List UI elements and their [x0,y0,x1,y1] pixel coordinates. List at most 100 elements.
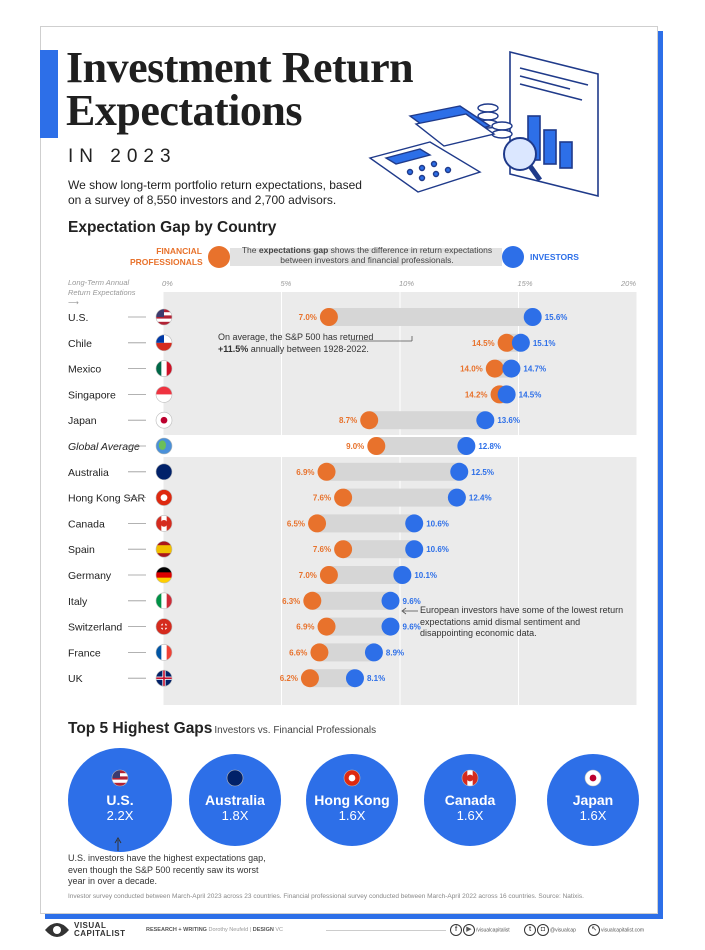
professionals-dot [497,333,516,352]
social-facebook-youtube[interactable]: f ▶/visualcapitalist [450,924,510,938]
magnifier-icon [503,137,543,182]
legend-gap-bar [230,248,502,266]
chart-row: U.S. 7.0% 15.6% [68,308,567,326]
x-tick-label: 15% [517,279,533,288]
gap-bar [343,488,457,507]
mx-flag-icon [155,360,173,377]
investors-dot [393,566,412,584]
professionals-value-label: 7.6% [313,494,331,503]
instagram-icon[interactable]: ◘ [537,924,549,936]
investors-value-label: 14.5% [519,390,542,399]
country-label: France [68,647,101,659]
top5-gap-value: 1.8X [221,808,249,823]
page-subtitle: IN 2023 [68,146,177,167]
investors-value-label: 14.7% [523,365,546,374]
investors-value-label: 9.6% [403,623,421,632]
top5-circle: Hong Kong 1.6X [306,754,398,846]
investors-dot [447,488,466,507]
europe-annotation: European investors have some of the lowe… [420,605,624,638]
twitter-icon[interactable]: t [524,924,536,936]
investors-value-label: 9.6% [403,597,421,606]
chart-row: Mexico 14.0% 14.7% [68,359,546,378]
professionals-dot [319,566,338,584]
professionals-dot [360,411,379,430]
investors-value-label: 8.1% [367,674,385,683]
gap-bar [326,462,460,481]
investors-value-label: 12.5% [471,468,494,477]
chart-row: Germany 7.0% 10.1% [68,566,437,584]
investors-value-label: 10.1% [414,571,437,580]
gap-bar [328,308,533,326]
flag [584,769,602,787]
x-tick-label: 5% [280,279,292,288]
professionals-value-label: 6.9% [296,623,314,632]
chart-row: Australia 6.9% 12.5% [68,462,494,481]
investors-value-label: 15.6% [545,313,568,322]
investors-dot [364,643,383,662]
jp-flag-icon [584,769,602,787]
gb-flag-icon [155,669,173,687]
investors-value-label: 15.1% [533,339,556,348]
professionals-value-label: 14.2% [465,390,488,399]
highlight-row-band [60,435,637,457]
legend-explanation: The expectations gap shows the differenc… [241,245,493,265]
page-title: Investment Return Expectations [66,43,414,135]
flag [461,769,479,787]
professionals-dot [485,359,504,378]
country-label: Japan [68,415,97,427]
chart-row: Spain 7.6% 10.6% [68,540,449,559]
cursor-icon[interactable]: ↖ [588,924,600,936]
chart-legend: FINANCIAL PROFESSIONALS The expectations… [130,243,600,273]
professionals-value-label: 6.5% [287,519,305,528]
social-website[interactable]: ↖ visualcapitalist.com [588,924,644,938]
investors-dot [511,333,530,352]
chart-row: UK 6.2% 8.1% [68,669,385,688]
flag [111,769,129,787]
investors-value-label: 12.8% [478,442,501,451]
professionals-value-label: 6.6% [289,648,307,657]
x-tick-label: 0% [162,279,173,288]
fr-flag-icon [155,644,173,661]
top5-country-name: Canada [444,792,496,808]
de-flag-icon [155,566,173,584]
it-flag-icon [155,592,173,610]
us-gap-note: U.S. investors have the highest expectat… [68,853,266,886]
chart-row: Japan 8.7% 13.6% [68,411,520,430]
sp500-annotation: On average, the S&P 500 has returned +11… [218,332,374,354]
gap-bar [376,437,467,455]
sg-flag-icon [155,386,173,403]
gap-bar [317,514,415,533]
x-axis-ticks: 0% 5% 10% 15% 20% [0,279,705,291]
es-flag-icon [155,540,173,558]
legend-orange-dot [208,246,230,268]
legend-investors-label: INVESTORS [530,252,579,262]
top5-circle: Australia 1.8X [189,754,281,846]
gap-bar [343,540,415,559]
flag [343,769,361,787]
country-label: Canada [68,518,105,530]
au-flag-icon [226,769,244,787]
top5-gap-value: 2.2X [106,808,134,823]
title-accent-bar [40,50,58,138]
professionals-value-label: 7.0% [299,571,317,580]
calculator-icon [368,141,482,193]
youtube-icon[interactable]: ▶ [463,924,475,936]
visual-capitalist-logo-icon [45,923,69,937]
investors-value-label: 10.6% [426,545,449,554]
investors-dot [345,669,364,688]
chart-row: Hong Kong SAR 7.6% 12.4% [68,488,492,507]
gap-bar [328,566,403,584]
au-flag-icon [155,463,173,481]
legend-blue-dot [502,246,524,268]
country-label: Singapore [68,389,116,401]
hk-flag-icon [343,769,361,787]
social-twitter-instagram[interactable]: t ◘ @visualcap [524,924,576,938]
jp-flag-icon [155,411,173,429]
facebook-icon[interactable]: f [450,924,462,936]
finance-illustration [368,50,599,198]
chart-section-title: Expectation Gap by Country [68,219,277,236]
us-flag-icon [155,308,173,326]
investors-dot [381,617,400,636]
globe-flag-icon [155,437,173,455]
